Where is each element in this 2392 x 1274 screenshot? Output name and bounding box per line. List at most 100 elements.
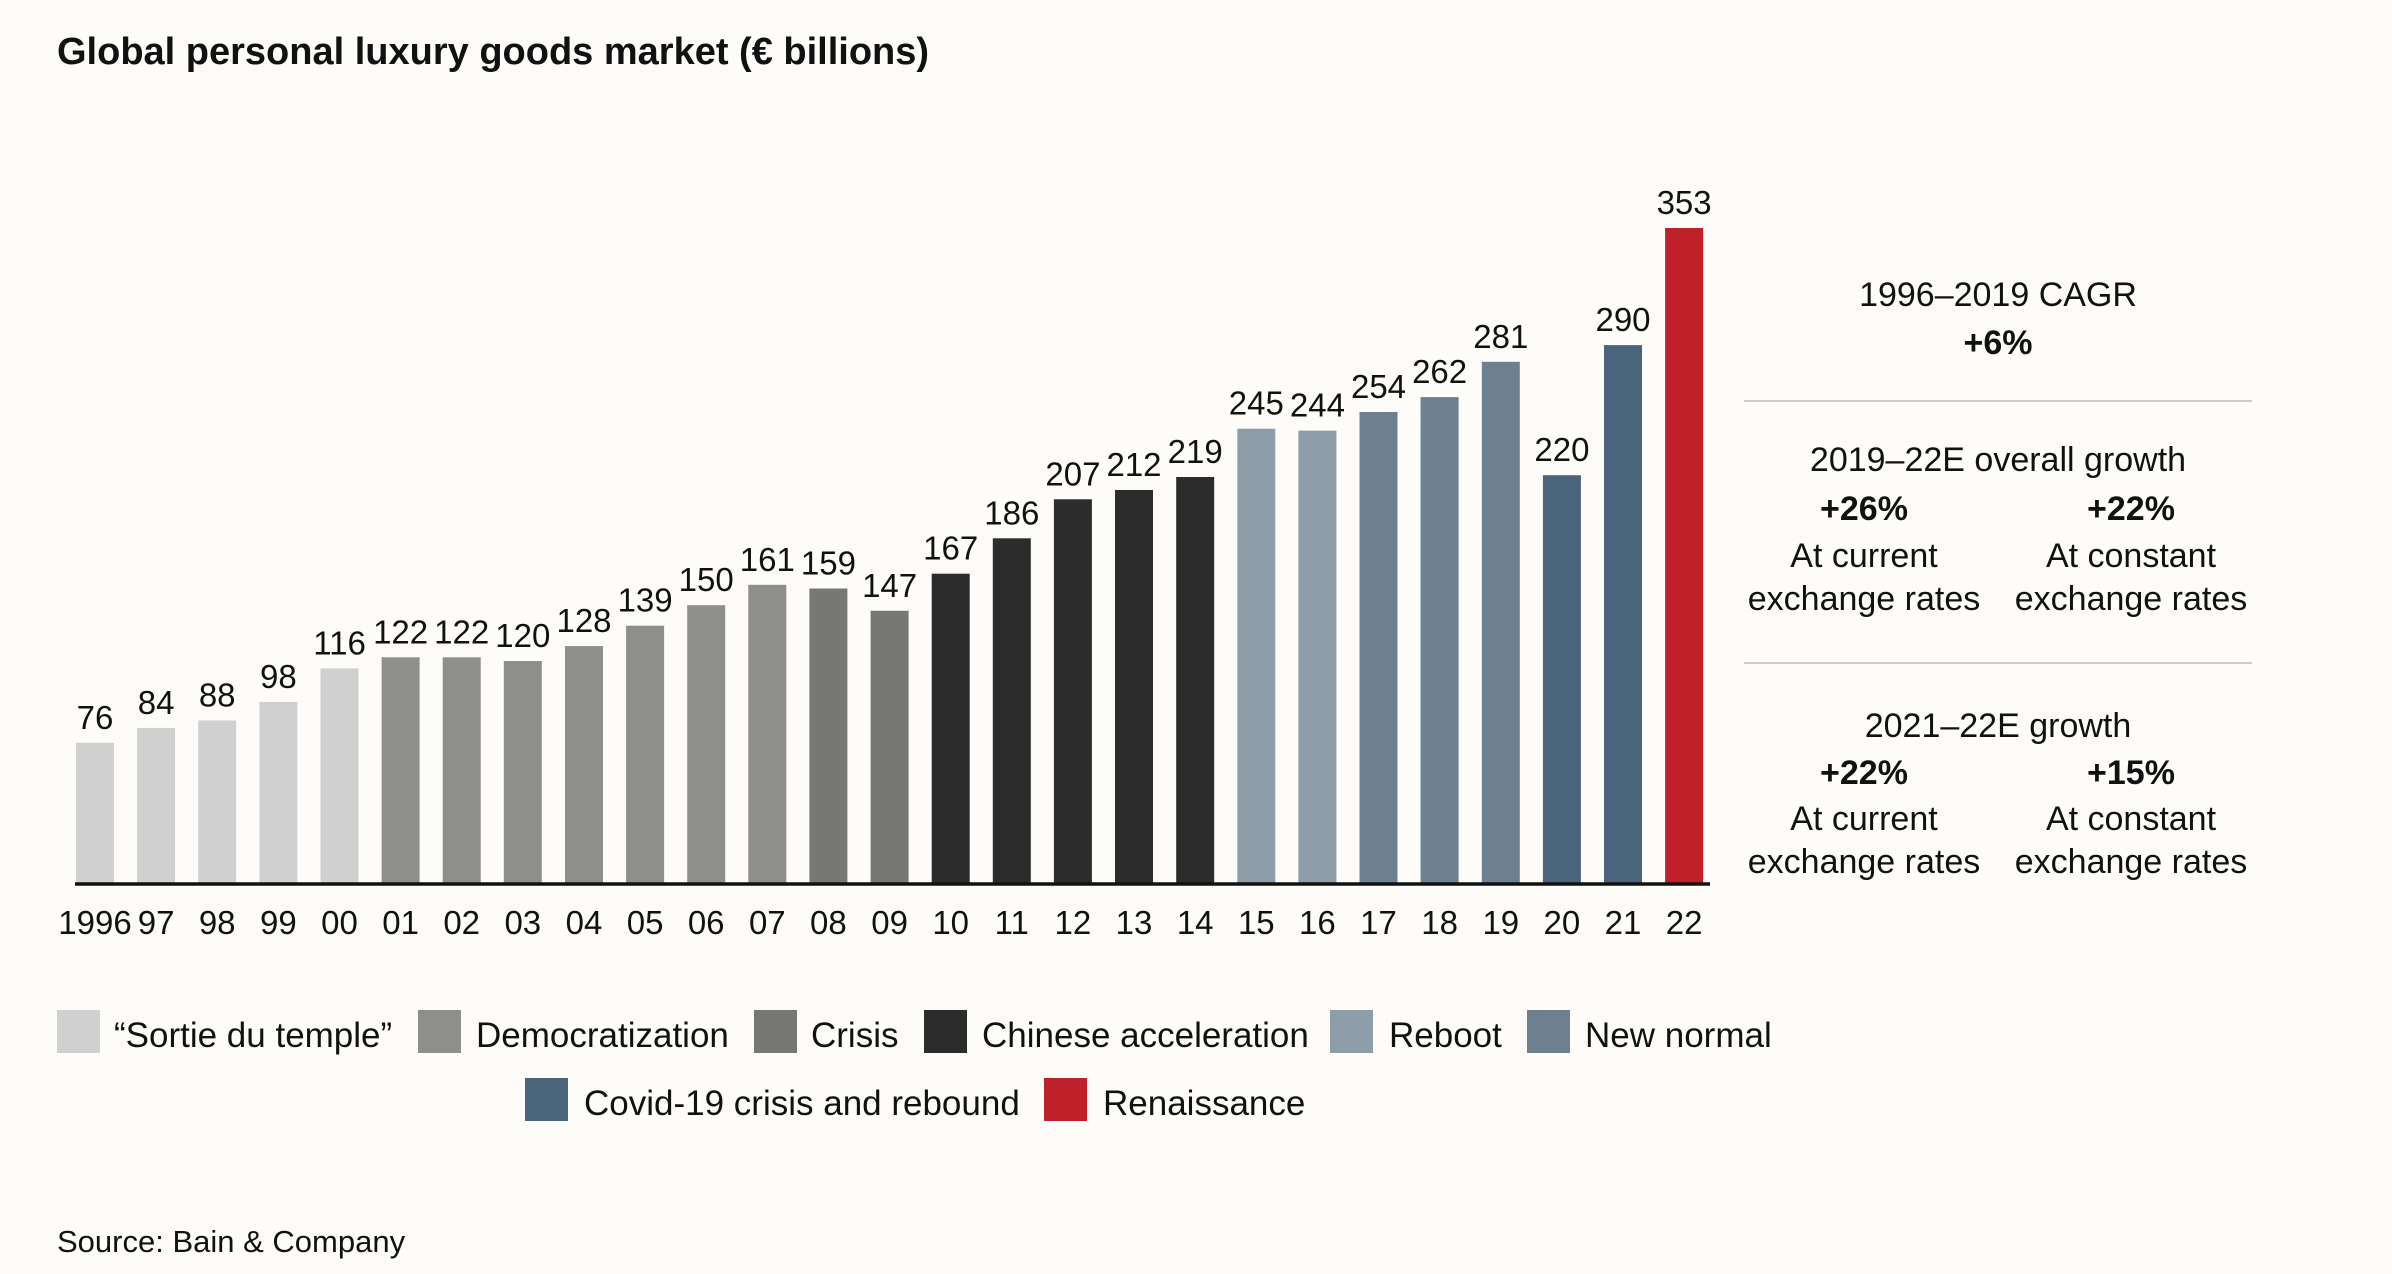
value-label-09: 147 xyxy=(862,567,917,604)
legend-swatch-democratization xyxy=(418,1010,461,1053)
bar-1996 xyxy=(76,742,114,884)
value-label-18: 262 xyxy=(1412,353,1467,390)
legend: “Sortie du temple” Democratization Crisi… xyxy=(57,1010,1772,1123)
bar-13 xyxy=(1115,490,1153,884)
bar-17 xyxy=(1359,412,1398,884)
tick-label-12: 12 xyxy=(1055,904,1092,941)
value-label-97: 84 xyxy=(138,684,175,721)
cagr-label: 1996–2019 CAGR xyxy=(1859,276,2137,314)
value-label-07: 161 xyxy=(740,541,795,578)
value-label-12: 207 xyxy=(1045,455,1100,492)
tick-label-99: 99 xyxy=(260,904,297,941)
value-label-14: 219 xyxy=(1168,433,1223,470)
value-label-21: 290 xyxy=(1595,301,1650,338)
tick-label-14: 14 xyxy=(1177,904,1214,941)
tick-label-13: 13 xyxy=(1116,904,1153,941)
value-label-02: 122 xyxy=(434,613,489,650)
legend-swatch-sortie xyxy=(57,1010,100,1053)
growth21-constant-value: +15% xyxy=(2087,754,2175,792)
bar-02 xyxy=(442,657,481,884)
bar-15 xyxy=(1237,428,1276,884)
legend-swatch-new-normal xyxy=(1527,1010,1570,1053)
chart-title: Global personal luxury goods market (€ b… xyxy=(57,31,929,73)
value-label-22: 353 xyxy=(1657,184,1712,221)
legend-label-democratization: Democratization xyxy=(476,1016,729,1055)
legend-swatch-crisis xyxy=(754,1010,797,1053)
tick-label-98: 98 xyxy=(199,904,236,941)
legend-swatch-renaissance xyxy=(1044,1078,1087,1121)
tick-label-15: 15 xyxy=(1238,904,1275,941)
bar-98 xyxy=(198,720,237,884)
tick-label-97: 97 xyxy=(138,904,175,941)
legend-label-covid: Covid-19 crisis and rebound xyxy=(584,1084,1020,1123)
tick-label-09: 09 xyxy=(871,904,908,941)
bar-09 xyxy=(870,610,909,884)
cagr-value: +6% xyxy=(1964,324,2033,362)
tick-labels-group: 1996 97 98 99 00 01 02 03 04 05 06 07 08 09 10 11 12 13 14… xyxy=(58,904,1702,941)
value-label-11: 186 xyxy=(984,494,1039,531)
growth21-constant-label: At constant xyxy=(2046,800,2217,838)
bar-99 xyxy=(259,701,298,884)
value-label-13: 212 xyxy=(1106,446,1161,483)
bar-19 xyxy=(1481,361,1520,884)
bar-16 xyxy=(1298,430,1337,884)
bar-08 xyxy=(809,588,848,884)
legend-swatch-reboot xyxy=(1330,1010,1373,1053)
tick-label-20: 20 xyxy=(1544,904,1581,941)
bars-group xyxy=(76,228,1704,885)
growth21-current-label-2: exchange rates xyxy=(1748,843,1981,881)
tick-label-00: 00 xyxy=(321,904,358,941)
bar-20 xyxy=(1542,475,1581,884)
value-label-10: 167 xyxy=(923,530,978,567)
bar-97 xyxy=(137,727,176,884)
legend-swatch-chinese-acceleration xyxy=(924,1010,967,1053)
legend-label-reboot: Reboot xyxy=(1389,1016,1502,1055)
legend-label-crisis: Crisis xyxy=(811,1016,898,1055)
growth21-current-value: +22% xyxy=(1820,754,1908,792)
bar-12 xyxy=(1053,499,1092,884)
value-label-99: 98 xyxy=(260,658,297,695)
tick-label-04: 04 xyxy=(566,904,603,941)
tick-label-06: 06 xyxy=(688,904,725,941)
tick-label-11: 11 xyxy=(995,904,1029,941)
value-label-16: 244 xyxy=(1290,387,1345,424)
legend-swatch-covid xyxy=(525,1078,568,1121)
tick-label-1996: 1996 xyxy=(58,904,131,941)
value-label-19: 281 xyxy=(1473,318,1528,355)
value-label-15: 245 xyxy=(1229,385,1284,422)
bar-03 xyxy=(503,661,542,884)
growth21-current-label: At current xyxy=(1790,800,1938,838)
tick-label-19: 19 xyxy=(1482,904,1519,941)
bar-21 xyxy=(1604,345,1642,885)
value-label-20: 220 xyxy=(1534,431,1589,468)
bar-10 xyxy=(931,573,970,884)
legend-label-new-normal: New normal xyxy=(1585,1016,1772,1055)
overall-constant-value: +22% xyxy=(2087,490,2175,528)
value-label-17: 254 xyxy=(1351,368,1406,405)
growth21-constant-label-2: exchange rates xyxy=(2015,843,2248,881)
bar-04 xyxy=(565,646,603,884)
tick-label-01: 01 xyxy=(382,904,419,941)
sidebar: 1996–2019 CAGR +6% 2019–22E overall grow… xyxy=(1744,276,2252,881)
overall-growth-title: 2019–22E overall growth xyxy=(1810,441,2186,479)
bar-05 xyxy=(626,625,665,884)
value-label-00: 116 xyxy=(313,624,366,661)
value-label-04: 128 xyxy=(556,602,611,639)
bar-00 xyxy=(320,668,359,884)
overall-current-label: At current xyxy=(1790,537,1938,575)
tick-label-03: 03 xyxy=(504,904,541,941)
tick-label-17: 17 xyxy=(1360,904,1397,941)
value-label-06: 150 xyxy=(679,561,734,598)
overall-constant-label-2: exchange rates xyxy=(2015,580,2248,618)
bar-06 xyxy=(687,605,726,884)
bar-18 xyxy=(1420,397,1459,884)
value-label-03: 120 xyxy=(495,617,550,654)
legend-label-sortie: “Sortie du temple” xyxy=(114,1016,392,1055)
value-label-01: 122 xyxy=(373,613,428,650)
value-label-98: 88 xyxy=(199,677,236,714)
overall-current-label-2: exchange rates xyxy=(1748,580,1981,618)
tick-label-10: 10 xyxy=(932,904,969,941)
tick-label-16: 16 xyxy=(1299,904,1336,941)
